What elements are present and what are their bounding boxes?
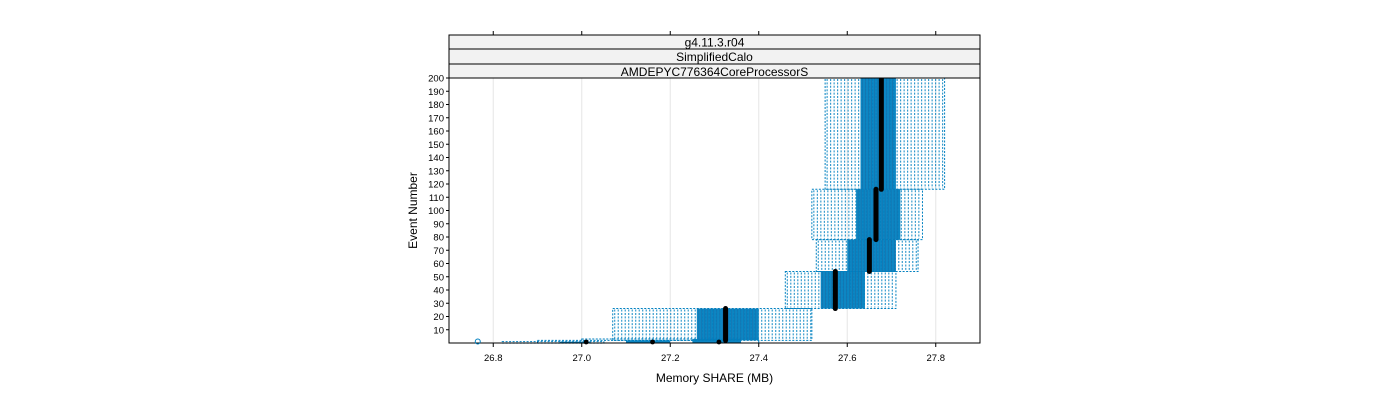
- x-tick-label-2: 27.2: [661, 353, 680, 364]
- median-layer: [583, 75, 884, 345]
- y-tick-label-15: 160: [428, 127, 444, 138]
- x-tick-label-5: 27.8: [927, 353, 946, 364]
- x-tick-label-4: 27.6: [838, 353, 857, 364]
- y-tick-label-6: 70: [433, 246, 444, 257]
- y-tick-label-9: 100: [428, 206, 444, 217]
- y-tick-label-14: 150: [428, 140, 444, 151]
- y-axis-label: Event Number: [406, 172, 420, 249]
- violin-outline-2: [581, 338, 760, 344]
- median-2: [716, 339, 722, 345]
- box-7: [860, 78, 896, 190]
- y-tick-label-13: 140: [428, 153, 444, 164]
- y-tick-label-3: 40: [433, 286, 444, 297]
- x-tick-label-1: 27.0: [573, 353, 592, 364]
- y-tick-label-8: 90: [433, 219, 444, 230]
- y-tick-label-12: 130: [428, 166, 444, 177]
- outlier-layer: [474, 338, 481, 345]
- y-tick-label-7: 80: [433, 233, 444, 244]
- strip-3: AMDEPYC776364CoreProcessorS: [448, 63, 981, 79]
- x-axis-label: Memory SHARE (MB): [656, 371, 773, 385]
- strip-1: g4.11.3.r04: [448, 34, 981, 50]
- y-tick-label-4: 50: [433, 272, 444, 283]
- y-tick-label-2: 30: [433, 299, 444, 310]
- box-1: [626, 340, 671, 343]
- strip-label-1: g4.11.3.r04: [685, 36, 745, 50]
- strip-label-3: AMDEPYC776364CoreProcessorS: [621, 65, 808, 79]
- y-axis: 10 20 30 40 50 60 70 80 90 100 110 120 130 140 150 160 1…: [428, 74, 449, 336]
- y-tick-label-18: 190: [428, 87, 444, 98]
- y-tick-label-11: 120: [428, 180, 444, 191]
- grid-lines: [492, 78, 937, 343]
- y-tick-label-19: 200: [428, 74, 444, 85]
- y-tick-label-0: 10: [433, 325, 444, 336]
- x-axis: 26.8 27.0 27.2 27.4 27.6 27.8: [484, 31, 945, 364]
- box-0: [559, 341, 591, 344]
- box-4: [820, 271, 865, 309]
- box-2: [692, 339, 742, 343]
- strip-2: SimplifiedCalo: [448, 48, 981, 65]
- median-0: [583, 339, 589, 345]
- y-tick-label-16: 170: [428, 113, 444, 124]
- median-1: [650, 339, 655, 345]
- strip-label-2: SimplifiedCalo: [676, 50, 753, 64]
- y-tick-label-10: 110: [429, 193, 444, 204]
- y-tick-label-17: 180: [428, 100, 444, 111]
- y-tick-label-1: 20: [433, 312, 444, 323]
- outlier-0: [474, 338, 481, 345]
- y-tick-label-5: 60: [433, 259, 444, 270]
- box-layer: [559, 78, 901, 344]
- x-tick-label-0: 26.8: [484, 353, 503, 364]
- x-tick-label-3: 27.4: [750, 353, 769, 364]
